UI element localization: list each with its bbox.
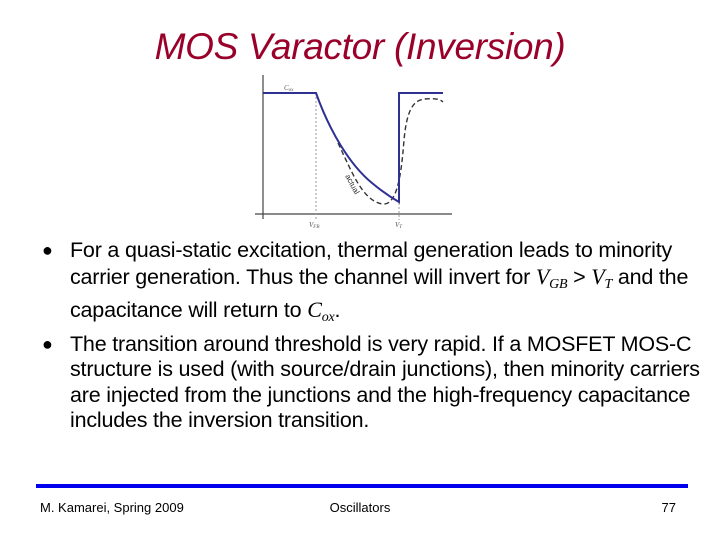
vfb-label: VFB [309,221,319,230]
bullet-item: ● The transition around threshold is ver… [42,331,700,433]
cox-label: Cox [284,84,294,93]
footer-topic: Oscillators [329,500,391,515]
page-number: 77 [661,500,676,515]
math-cox: Cox [307,297,335,325]
footer-divider [36,484,688,488]
bullet-icon: ● [42,333,53,354]
vt-label: VT [395,221,403,230]
math-vt: VT [591,263,613,292]
bullet-icon: ● [42,240,53,260]
math-vgb: VGB [535,263,568,292]
bullet-item: ● For a quasi-static excitation, thermal… [42,238,689,325]
ideal-curve [263,92,443,204]
slide-title: MOS Varactor (Inversion) [154,26,566,67]
cv-curve-figure: Cox VFB VT actual [255,75,452,230]
bullet-list: ● For a quasi-static excitation, thermal… [42,238,702,435]
footer-author: M. Kamarei, Spring 2009 [40,500,184,515]
actual-label: actual [343,173,361,196]
